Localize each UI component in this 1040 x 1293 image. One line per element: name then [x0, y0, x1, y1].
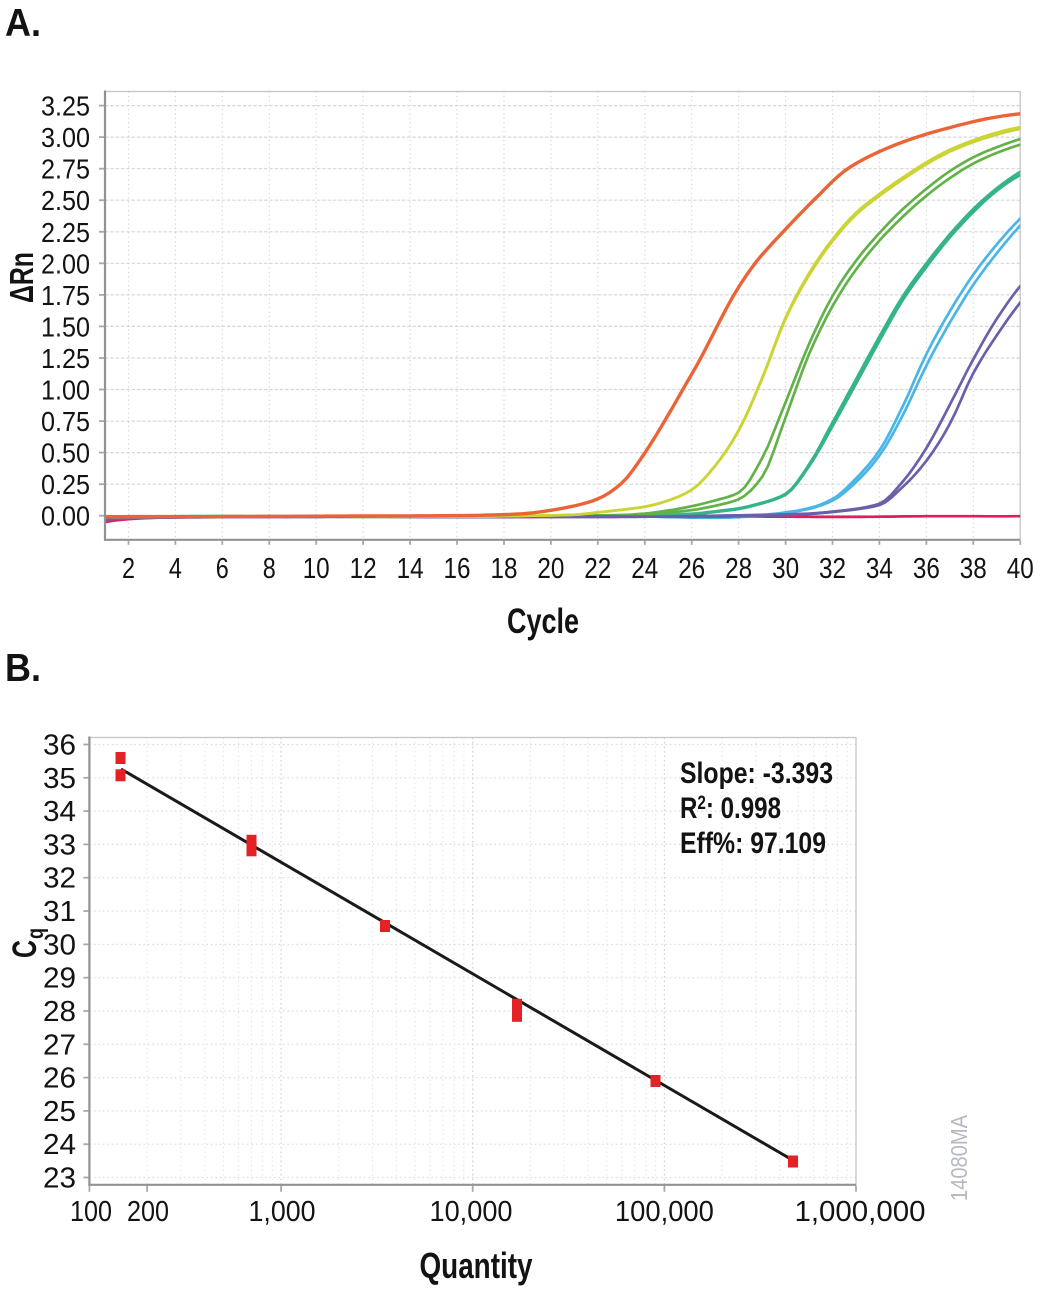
svg-text:26: 26	[678, 553, 705, 585]
svg-text:Cycle: Cycle	[507, 602, 579, 641]
svg-text:1.00: 1.00	[41, 375, 90, 406]
svg-text:1.75: 1.75	[41, 280, 90, 311]
svg-text:18: 18	[491, 553, 518, 585]
svg-text:33: 33	[43, 829, 76, 861]
svg-text:4: 4	[169, 553, 182, 585]
svg-text:0.00: 0.00	[41, 501, 90, 532]
svg-text:2.00: 2.00	[41, 248, 90, 279]
svg-text:1,000: 1,000	[249, 1196, 316, 1228]
svg-text:2.25: 2.25	[41, 217, 90, 248]
svg-text:1.50: 1.50	[41, 311, 90, 342]
svg-text:0.50: 0.50	[41, 438, 90, 469]
svg-text:2.75: 2.75	[41, 154, 90, 185]
svg-text:14: 14	[397, 553, 424, 585]
svg-text:22: 22	[584, 553, 611, 585]
svg-text:24: 24	[43, 1129, 76, 1161]
svg-text:8: 8	[263, 553, 276, 585]
svg-text:R2: 0.998: R2: 0.998	[680, 792, 781, 825]
svg-text:34: 34	[43, 796, 76, 828]
svg-text:0.75: 0.75	[41, 406, 90, 437]
svg-text:31: 31	[43, 896, 76, 928]
svg-text:26: 26	[43, 1063, 76, 1095]
svg-text:ΔRn: ΔRn	[3, 252, 40, 303]
svg-text:29: 29	[43, 963, 76, 995]
svg-text:2.50: 2.50	[41, 185, 90, 216]
svg-text:C: C	[6, 940, 44, 958]
svg-text:28: 28	[725, 553, 752, 585]
svg-text:A.: A.	[5, 2, 41, 45]
svg-text:B.: B.	[5, 647, 41, 690]
svg-text:30: 30	[43, 929, 76, 961]
svg-text:27: 27	[43, 1029, 76, 1061]
svg-text:1,000,000: 1,000,000	[795, 1196, 926, 1228]
svg-text:34: 34	[866, 553, 893, 585]
svg-text:1.25: 1.25	[41, 343, 90, 374]
svg-text:10: 10	[303, 553, 330, 585]
svg-text:38: 38	[960, 553, 987, 585]
svg-text:12: 12	[350, 553, 377, 585]
svg-text:2: 2	[122, 553, 135, 585]
svg-text:23: 23	[43, 1163, 76, 1195]
svg-text:32: 32	[43, 863, 76, 895]
svg-text:3.00: 3.00	[41, 122, 90, 153]
svg-text:28: 28	[43, 996, 76, 1028]
svg-text:36: 36	[43, 730, 76, 762]
svg-text:32: 32	[819, 553, 846, 585]
svg-text:10,000: 10,000	[430, 1196, 513, 1228]
svg-text:3.25: 3.25	[41, 91, 90, 122]
svg-text:16: 16	[444, 553, 471, 585]
svg-text:6: 6	[216, 553, 229, 585]
svg-text:14080MA: 14080MA	[946, 1114, 972, 1201]
svg-text:100: 100	[70, 1196, 112, 1228]
svg-text:Eff%: 97.109: Eff%: 97.109	[680, 827, 826, 860]
svg-text:25: 25	[43, 1096, 76, 1128]
svg-text:20: 20	[537, 553, 564, 585]
svg-text:100,000: 100,000	[615, 1196, 714, 1228]
svg-text:35: 35	[43, 763, 76, 795]
svg-text:q: q	[22, 928, 48, 939]
svg-text:200: 200	[127, 1196, 169, 1228]
svg-text:36: 36	[913, 553, 940, 585]
svg-text:24: 24	[631, 553, 658, 585]
svg-text:Slope: -3.393: Slope: -3.393	[680, 757, 833, 790]
svg-text:30: 30	[772, 553, 799, 585]
svg-text:40: 40	[1007, 553, 1034, 585]
svg-text:Quantity: Quantity	[420, 1245, 533, 1286]
svg-text:0.25: 0.25	[41, 469, 90, 500]
